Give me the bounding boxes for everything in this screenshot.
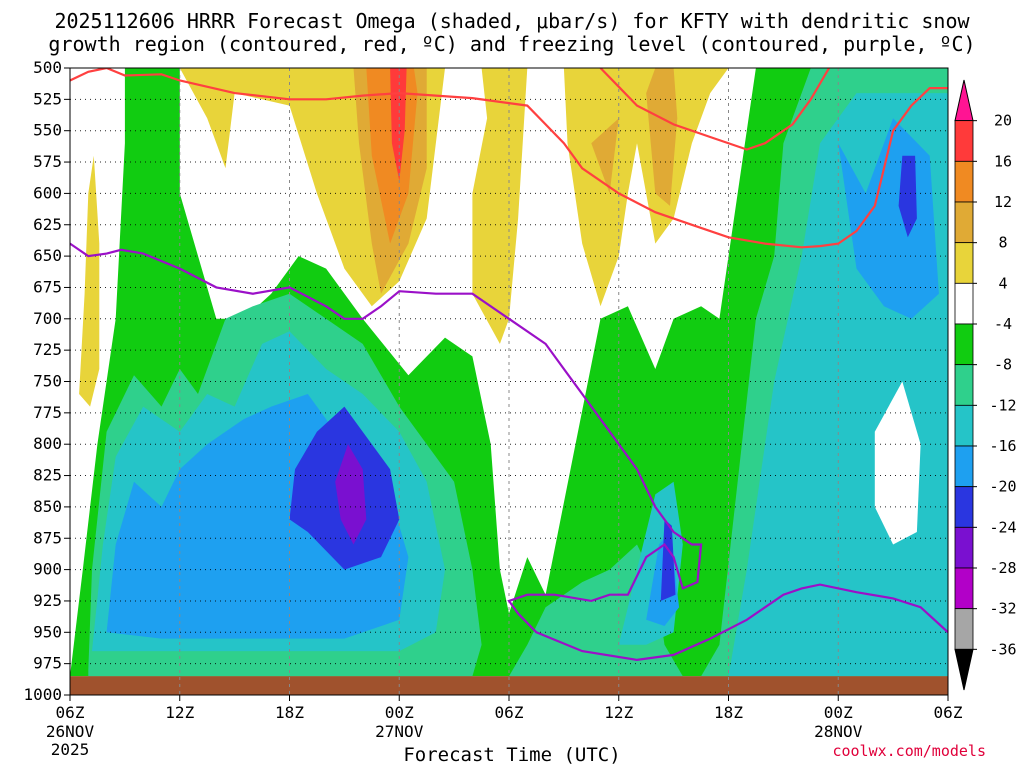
omega-region-negative-13: [335, 444, 367, 545]
x-tick-label-8: 06Z: [934, 703, 963, 722]
colorbar-label-8: -16: [989, 437, 1016, 455]
colorbar-bin-13: [954, 608, 974, 650]
x-tick-label-6: 18Z: [714, 703, 743, 722]
colorbar-bin-10: [954, 486, 974, 528]
x-tick-label-1: 12Z: [165, 703, 194, 722]
y-tick-label-9: 725: [33, 340, 62, 359]
colorbar-bin-top-arrow: [954, 79, 974, 122]
colorbar-bin-5: [954, 282, 974, 325]
freezing-level-contour-0: [70, 242, 948, 662]
y-tick-label-16: 900: [33, 560, 62, 579]
colorbar-label-10: -24: [989, 518, 1016, 536]
x-tick-label-5: 12Z: [604, 703, 633, 722]
chart-title-line1: 2025112606 HRRR Forecast Omega (shaded, …: [54, 9, 970, 33]
colorbar-label-3: 8: [998, 234, 1007, 252]
x-tick-year-0: 2025: [51, 740, 90, 759]
y-tick-label-8: 700: [33, 309, 62, 328]
y-tick-label-17: 925: [33, 591, 62, 610]
x-tick-date-3: 27NOV: [375, 722, 424, 741]
x-tick-label-2: 18Z: [275, 703, 304, 722]
omega-region-negative-12: [898, 155, 917, 238]
colorbar-label-4: 4: [998, 274, 1007, 292]
y-tick-label-2: 550: [33, 121, 62, 140]
omega-region-negative-14: [874, 381, 921, 545]
y-tick-label-19: 975: [33, 654, 62, 673]
x-tick-label-0: 06Z: [56, 703, 85, 722]
y-axis: 500 525 550 575 600 625 650 675 700 725 750 775 800 8…: [23, 58, 70, 704]
colorbar-label-6: -8: [994, 356, 1012, 374]
colorbar-label-13: -36: [989, 640, 1016, 658]
colorbar-label-12: -32: [989, 600, 1016, 618]
y-tick-label-18: 950: [33, 622, 62, 641]
y-tick-label-12: 800: [33, 434, 62, 453]
x-tick-label-4: 06Z: [495, 703, 524, 722]
y-tick-label-0: 500: [33, 58, 62, 77]
colorbar-label-1: 16: [994, 152, 1012, 170]
colorbar-bin-9: [954, 445, 974, 488]
colorbar-bin-11: [954, 526, 974, 569]
x-tick-date-0: 26NOV: [46, 722, 95, 741]
y-tick-label-10: 750: [33, 372, 62, 391]
x-tick-date-7: 28NOV: [814, 722, 863, 741]
y-tick-label-7: 675: [33, 277, 62, 296]
omega-region-positive-5: [646, 68, 678, 206]
colorbar-bin-2: [954, 160, 974, 203]
y-tick-label-6: 650: [33, 246, 62, 265]
y-tick-label-15: 875: [33, 528, 62, 547]
omega-region-positive-0: [79, 155, 100, 407]
colorbar-bin-8: [954, 404, 974, 447]
temperature-contours: [70, 68, 948, 662]
colorbar-label-0: 20: [994, 112, 1012, 130]
colorbar-label-9: -20: [989, 478, 1016, 496]
dendritic-contour-1: [599, 68, 831, 151]
y-tick-label-13: 825: [33, 466, 62, 485]
colorbar-label-2: 12: [994, 193, 1012, 211]
credit-link[interactable]: coolwx.com/models: [832, 742, 986, 760]
y-tick-label-1: 525: [33, 89, 62, 108]
colorbar-bin-3: [954, 201, 974, 244]
y-tick-label-4: 600: [33, 183, 62, 202]
colorbar-label-5: -4: [994, 315, 1012, 333]
colorbar-label-7: -12: [989, 396, 1016, 414]
y-tick-label-3: 575: [33, 152, 62, 171]
x-tick-label-3: 00Z: [385, 703, 414, 722]
omega-region-negative-11: [660, 519, 676, 601]
colorbar-bin-bottom-arrow: [954, 648, 974, 691]
colorbar-bin-6: [954, 323, 974, 366]
x-axis-title: Forecast Time (UTC): [403, 744, 621, 766]
omega-region-positive-4: [591, 118, 619, 194]
y-tick-label-20: 1000: [23, 685, 62, 704]
dendritic-contour-0: [70, 68, 948, 249]
omega-region-positive-2: [563, 68, 729, 307]
x-tick-label-7: 00Z: [824, 703, 853, 722]
y-tick-label-14: 850: [33, 497, 62, 516]
omega-region-positive-1: [179, 68, 528, 344]
omega-region-positive-7: [390, 68, 407, 181]
colorbar-bin-7: [954, 364, 974, 406]
y-tick-label-5: 625: [33, 215, 62, 234]
colorbar-bin-1: [954, 120, 974, 162]
y-tick-label-11: 775: [33, 403, 62, 422]
colorbar-bin-12: [954, 567, 974, 610]
colorbar-legend: 20 16 12 8 4 -4 -8 -12 -16 -20 -24 -28 -32 -36: [954, 79, 1017, 691]
chart-title-line2: growth region (contoured, red, ºC) and f…: [48, 32, 976, 56]
colorbar-bin-4: [954, 242, 974, 284]
colorbar-label-11: -28: [989, 559, 1016, 577]
